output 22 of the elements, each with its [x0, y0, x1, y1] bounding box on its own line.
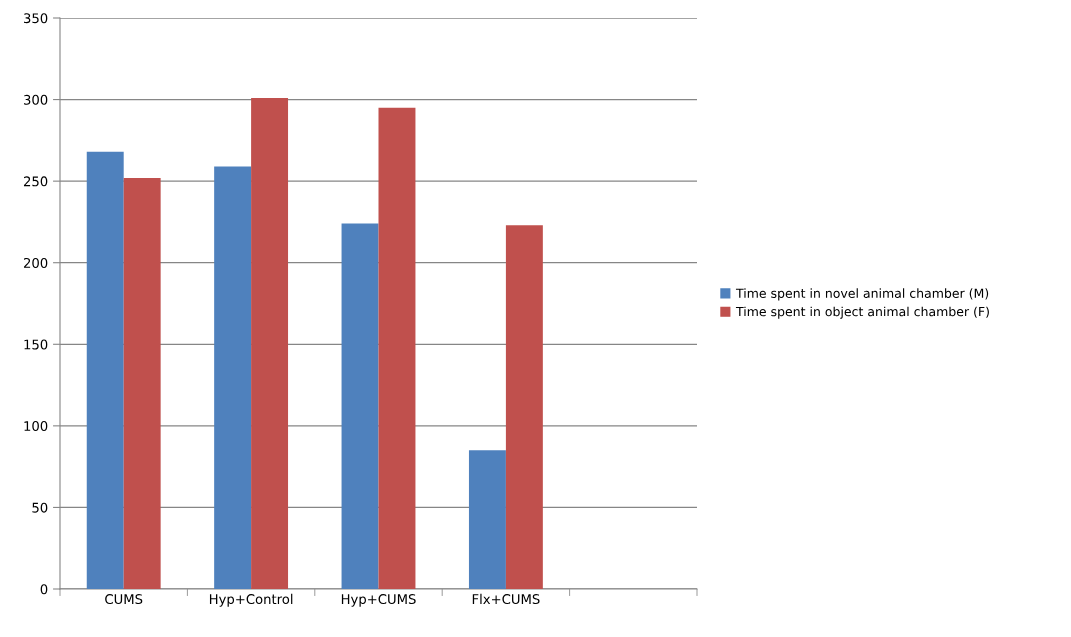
bar	[505, 225, 543, 589]
x-tick-label: Flx+CUMS	[472, 593, 540, 605]
y-tick-label: 50	[32, 502, 48, 513]
x-tick-label: Hyp+CUMS	[341, 594, 416, 607]
bar	[378, 107, 416, 589]
bar	[468, 450, 506, 589]
y-tick-label: 150	[24, 339, 48, 350]
legend-label: Time spent in novel animal chamber (M)	[735, 288, 989, 301]
y-tick-label: 250	[23, 176, 48, 187]
bar	[214, 166, 252, 589]
y-tick-label: 350	[24, 13, 48, 24]
bar	[86, 151, 124, 589]
bar	[251, 97, 289, 589]
legend-label: Time spent in object animal chamber (F)	[735, 306, 989, 319]
y-tick-label: 100	[24, 421, 48, 432]
x-tick-label: CUMS	[105, 594, 143, 605]
y-tick-label: 300	[24, 94, 48, 105]
y-tick-label: 0	[40, 584, 48, 595]
x-tick-label: Hyp+Control	[209, 593, 293, 607]
bar	[123, 177, 161, 589]
bar	[341, 223, 379, 589]
y-tick-label: 200	[23, 257, 48, 268]
